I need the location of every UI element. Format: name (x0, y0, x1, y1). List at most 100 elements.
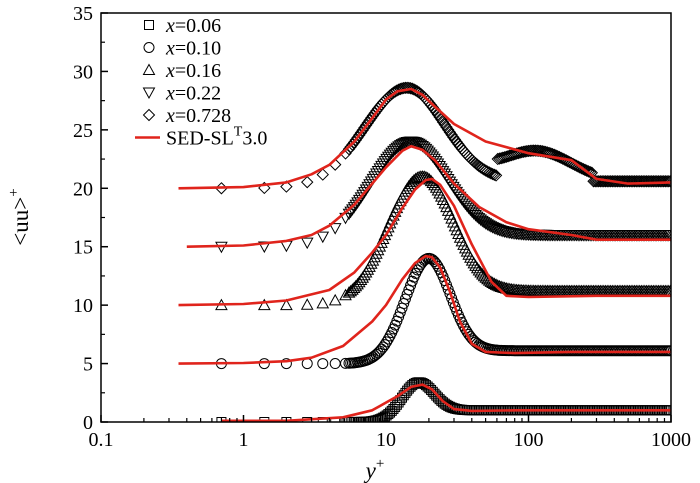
y-axis-title: <uu>+ (6, 188, 33, 245)
data-point (443, 126, 457, 139)
data-point (395, 139, 409, 151)
data-point (486, 167, 499, 181)
data-point (383, 409, 394, 420)
y-tick-label: 25 (73, 120, 93, 142)
data-point (414, 139, 428, 152)
series-x=0.22 (215, 136, 671, 254)
data-point (316, 296, 330, 309)
data-point (302, 417, 313, 422)
data-point (395, 82, 409, 95)
data-point (489, 169, 503, 182)
x-axis-title: y+ (364, 456, 385, 483)
data-point (426, 384, 437, 395)
data-point (522, 144, 535, 158)
model-curve (178, 254, 671, 365)
data-point (422, 381, 433, 392)
data-point (316, 231, 330, 244)
data-point (407, 83, 421, 96)
model-curve (186, 144, 671, 248)
y-tick-label: 30 (73, 61, 93, 83)
legend-marker-2 (143, 42, 155, 53)
data-point (585, 166, 599, 179)
legend-label-2: x=0.10 (165, 38, 221, 60)
data-point (431, 390, 442, 401)
data-point (486, 276, 499, 288)
data-point (317, 358, 329, 370)
data-point (536, 145, 549, 158)
data-point (537, 145, 551, 158)
data-point (216, 417, 227, 422)
data-point (481, 219, 494, 231)
data-point (393, 140, 407, 152)
y-tick-label: 10 (73, 295, 93, 317)
data-point (328, 293, 342, 306)
y-tick-label: 15 (73, 237, 93, 259)
data-point (390, 142, 404, 155)
data-point (436, 115, 450, 129)
legend-label-5: x=0.728 (165, 105, 231, 127)
data-point (438, 118, 451, 131)
legend-label-4: x=0.22 (165, 83, 221, 105)
data-point (281, 417, 292, 422)
legend-marker-4 (142, 87, 156, 100)
data-point (419, 170, 433, 183)
x-tick-label: 10 (376, 429, 396, 451)
axes-layer: 0.1 1 10 100 1000 0 5 10 15 20 25 30 35 (73, 3, 691, 451)
y-tick-label: 35 (73, 3, 93, 25)
data-point (301, 175, 314, 189)
data-point (386, 405, 397, 416)
data-point (407, 173, 421, 186)
data-point (351, 277, 364, 290)
data-point (488, 168, 501, 181)
data-point (400, 81, 414, 94)
data-point (300, 298, 314, 310)
data-point (374, 414, 385, 422)
legend-marker-5 (142, 108, 156, 122)
data-point (379, 339, 391, 351)
data-point (411, 171, 424, 183)
data-point (280, 180, 293, 193)
data-point (411, 137, 424, 150)
legend-label-3: x=0.16 (165, 60, 221, 82)
legend: x=0.06x=0.10x=0.16x=0.22x=0.728SED-SLT3.… (135, 15, 267, 150)
data-point (392, 141, 405, 153)
data-point (445, 128, 458, 141)
data-point (424, 383, 435, 394)
model-curve (178, 87, 671, 190)
data-point (432, 260, 444, 272)
data-point (385, 407, 396, 418)
data-point (462, 202, 476, 215)
legend-marker-3 (142, 63, 156, 75)
x-tick-label: 0.1 (89, 429, 114, 451)
data-point (662, 175, 671, 188)
data-point (328, 223, 342, 235)
data-point (316, 168, 329, 181)
data-point (430, 258, 442, 270)
data-point (280, 298, 293, 311)
data-point (257, 298, 271, 311)
x-tick-label: 1000 (651, 429, 691, 451)
data-point (381, 336, 393, 348)
legend-marker-1 (144, 20, 154, 30)
legend-label-1: x=0.06 (165, 15, 221, 37)
data-point (378, 412, 389, 422)
data-point (534, 144, 547, 158)
data-point (427, 386, 438, 397)
data-point (440, 120, 453, 134)
y-tick-label: 0 (83, 412, 93, 434)
data-point (441, 123, 455, 136)
x-tick-label: 100 (514, 429, 544, 451)
data-point (460, 200, 474, 213)
legend-model-label: SED-SLT3.0 (166, 125, 267, 150)
data-point (300, 237, 314, 250)
y-tick-label: 5 (83, 354, 93, 376)
x-tick-label: 1 (239, 429, 249, 451)
data-point (280, 358, 292, 370)
model-layer (178, 87, 671, 422)
data-point (349, 279, 363, 292)
data-point (411, 264, 423, 276)
model-curve (178, 177, 671, 307)
data-point (484, 275, 498, 287)
data-point (347, 281, 361, 294)
